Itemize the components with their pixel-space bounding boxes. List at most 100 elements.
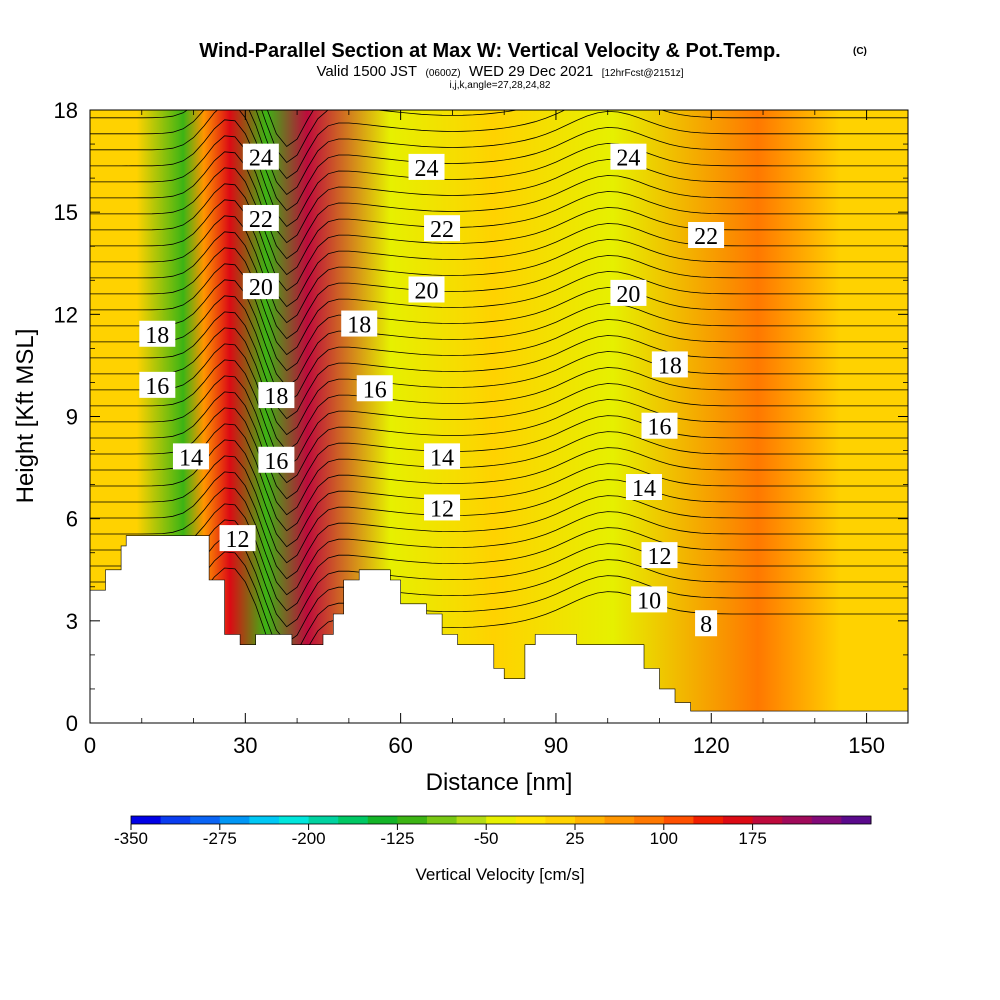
chart-subtitle: Valid 1500 JST (0600Z) WED 29 Dec 2021 [… — [316, 63, 683, 80]
colorbar-swatch — [841, 816, 872, 824]
theta-label: 22 — [688, 222, 725, 250]
svg-text:14: 14 — [179, 445, 203, 471]
theta-contour-line — [90, 151, 908, 260]
theta-contour-line — [90, 359, 908, 468]
colorbar-swatch — [338, 816, 369, 824]
svg-text:16: 16 — [264, 449, 288, 475]
colorbar-swatch — [811, 816, 842, 824]
x-tick-label: 120 — [693, 733, 730, 758]
svg-text:18: 18 — [264, 384, 288, 410]
colorbar-ticks: -350 -275 -200 -125 -50 25 100 175 — [114, 824, 767, 848]
colorbar-swatch — [308, 816, 339, 824]
svg-text:16: 16 — [363, 377, 387, 403]
colorbar-swatch — [752, 816, 783, 824]
theta-contour-line — [90, 327, 908, 436]
theta-label: 16 — [258, 446, 295, 475]
copyright-mark: (C) — [853, 46, 867, 57]
theta-label: 20 — [408, 276, 445, 304]
colorbar-tick-label: -275 — [203, 829, 237, 848]
colorbar-swatch — [397, 816, 428, 824]
svg-text:24: 24 — [249, 146, 273, 172]
y-tick-label: 18 — [54, 98, 78, 123]
colorbar-swatch — [723, 816, 754, 824]
theta-label: 16 — [641, 412, 678, 441]
colorbar-tick-label: -200 — [292, 829, 326, 848]
theta-contour-labels: 24 22 20 18 16 14 12 18 16 24 22 20 18 16 14 12 24 20 22 18… — [139, 143, 725, 638]
x-tick-label: 60 — [388, 733, 412, 758]
theta-contour-line — [90, 439, 908, 548]
svg-text:16: 16 — [647, 415, 671, 441]
colorbar-swatch — [515, 816, 546, 824]
colorbar-tick-label: -125 — [380, 829, 414, 848]
theta-label: 18 — [341, 310, 378, 339]
svg-text:22: 22 — [430, 217, 454, 243]
theta-label: 22 — [242, 204, 279, 233]
colorbar-tick-label: 100 — [650, 829, 678, 848]
colorbar-swatch — [427, 816, 458, 824]
colorbar-tick-label: -50 — [474, 829, 499, 848]
svg-text:14: 14 — [632, 476, 656, 502]
svg-text:18: 18 — [658, 353, 682, 379]
svg-text:10: 10 — [637, 588, 661, 614]
theta-contour-line — [90, 167, 908, 276]
svg-text:18: 18 — [347, 313, 371, 339]
y-tick-label: 3 — [66, 609, 78, 634]
theta-contour-line — [90, 110, 908, 196]
colorbar-swatch — [249, 816, 280, 824]
theta-contour-line — [90, 567, 908, 676]
colorbar-swatch — [279, 816, 310, 824]
colorbar-swatch — [486, 816, 517, 824]
theta-contour-line — [90, 183, 908, 292]
theta-label: 10 — [631, 586, 668, 614]
x-tick-label: 0 — [84, 733, 96, 758]
svg-text:20: 20 — [249, 275, 273, 301]
colorbar-swatch — [190, 816, 221, 824]
theta-label: 18 — [258, 382, 295, 410]
theta-contour-line — [90, 423, 908, 532]
colorbar-tick-label: 175 — [738, 829, 766, 848]
theta-contour-line — [90, 263, 908, 372]
theta-label: 16 — [139, 371, 176, 400]
theta-label: 12 — [424, 494, 461, 522]
y-tick-label: 15 — [54, 200, 78, 225]
theta-contour-line — [90, 487, 908, 596]
svg-text:14: 14 — [430, 445, 454, 471]
colorbar-swatch — [545, 816, 576, 824]
terrain — [90, 535, 908, 723]
theta-label: 12 — [219, 525, 256, 553]
theta-contour-line — [90, 215, 908, 324]
theta-label: 24 — [408, 153, 445, 182]
theta-label: 24 — [242, 143, 279, 172]
colorbar — [130, 815, 872, 825]
x-tick-label: 90 — [544, 733, 568, 758]
theta-label: 14 — [172, 443, 209, 471]
y-tick-label: 9 — [66, 405, 78, 430]
theta-contour-line — [90, 231, 908, 340]
svg-text:22: 22 — [694, 224, 718, 250]
theta-contour-line — [90, 375, 908, 484]
svg-text:12: 12 — [430, 496, 454, 522]
theta-contour-line — [90, 343, 908, 452]
colorbar-swatch — [367, 816, 398, 824]
svg-text:12: 12 — [226, 527, 250, 553]
svg-text:16: 16 — [145, 374, 169, 400]
x-tick-label: 150 — [848, 733, 885, 758]
theta-contour-line — [90, 247, 908, 356]
grid-indices: i,j,k,angle=27,28,24,82 — [450, 80, 551, 91]
theta-label: 18 — [139, 320, 176, 349]
theta-label: 20 — [610, 279, 647, 308]
y-axis-label: Height [Kft MSL] — [12, 329, 39, 504]
svg-text:20: 20 — [616, 282, 640, 308]
svg-text:22: 22 — [249, 207, 273, 233]
y-tick-label: 6 — [66, 507, 78, 532]
theta-label: 14 — [625, 474, 662, 502]
theta-label: 14 — [424, 443, 461, 471]
theta-label: 20 — [242, 273, 279, 301]
theta-contour-line — [261, 110, 519, 164]
chart-title: Wind-Parallel Section at Max W: Vertical… — [199, 40, 780, 62]
theta-label: 24 — [610, 143, 647, 172]
x-tick-label: 30 — [233, 733, 257, 758]
y-tick-label: 0 — [66, 711, 78, 736]
colorbar-tick-label: -350 — [114, 829, 148, 848]
theta-contour-line — [90, 311, 908, 420]
